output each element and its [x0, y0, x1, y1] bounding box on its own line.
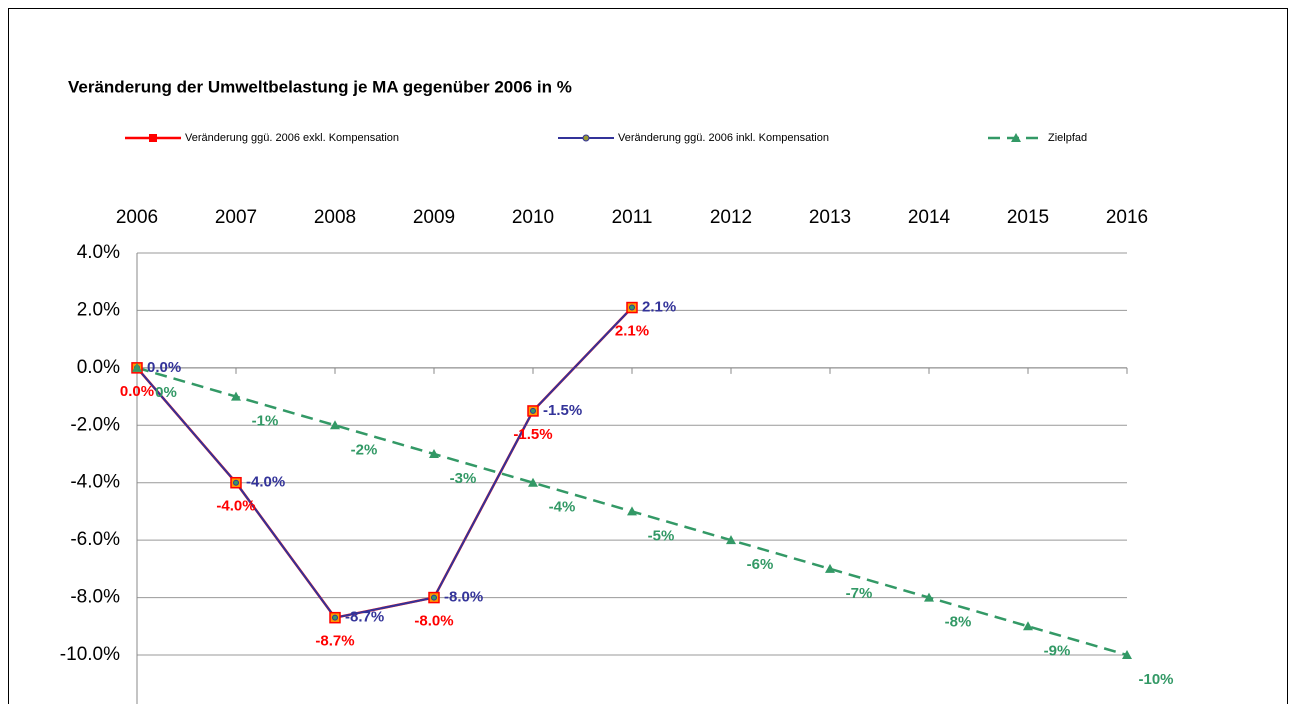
legend-label: Zielpfad: [1048, 132, 1087, 144]
marker: [431, 594, 437, 601]
marker: [332, 614, 338, 621]
data-label: -7%: [846, 585, 873, 602]
chart-title: Veränderung der Umweltbelastung je MA ge…: [68, 77, 572, 96]
x-tick-label: 2011: [612, 207, 653, 228]
data-label: -10%: [1138, 671, 1173, 688]
y-tick-label: -6.0%: [70, 529, 120, 550]
data-label: -8%: [945, 614, 972, 631]
legend-marker: [1011, 133, 1021, 142]
x-tick-label: 2006: [116, 207, 158, 228]
data-label: -8.0%: [444, 589, 483, 606]
marker: [429, 449, 439, 458]
y-tick-label: -2.0%: [70, 414, 120, 435]
data-label: -8.7%: [315, 633, 354, 650]
data-label: -8.0%: [414, 613, 453, 630]
data-label: -4.0%: [216, 498, 255, 515]
x-tick-label: 2010: [512, 207, 554, 228]
data-label: 0.0%: [120, 383, 154, 400]
y-tick-label: 2.0%: [77, 299, 120, 320]
x-tick-label: 2012: [710, 207, 752, 228]
marker: [825, 563, 835, 573]
marker: [924, 592, 934, 602]
data-label: -1.5%: [513, 426, 552, 443]
chart-border: [8, 8, 1288, 704]
x-tick-label: 2009: [413, 207, 455, 228]
data-label: -9%: [1044, 642, 1071, 659]
marker: [231, 391, 241, 401]
y-tick-label: -10.0%: [60, 644, 120, 665]
data-label: -4%: [549, 499, 576, 516]
data-label: -2%: [351, 441, 378, 458]
marker: [233, 479, 239, 486]
marker: [629, 304, 635, 311]
data-label: 0%: [155, 384, 177, 401]
data-label: 2.1%: [642, 299, 676, 316]
marker: [627, 506, 637, 516]
marker: [330, 420, 340, 430]
data-label: -5%: [648, 527, 675, 544]
data-label: 2.1%: [615, 323, 649, 340]
marker: [1122, 650, 1132, 659]
legend-marker: [582, 134, 590, 142]
legend-label: Veränderung ggü. 2006 exkl. Kompensation: [185, 132, 399, 144]
y-tick-label: -4.0%: [70, 472, 120, 493]
marker: [530, 407, 536, 414]
x-tick-label: 2016: [1106, 207, 1148, 228]
data-label: -1.5%: [543, 402, 582, 419]
x-tick-label: 2008: [314, 207, 356, 228]
data-label: 0.0%: [147, 359, 181, 376]
marker: [132, 362, 142, 372]
data-label: -6%: [747, 556, 774, 573]
data-label: -4.0%: [246, 474, 285, 491]
legend-marker: [149, 134, 157, 142]
marker: [1023, 621, 1033, 631]
data-label: -8.7%: [345, 609, 384, 626]
y-tick-label: -8.0%: [70, 587, 120, 608]
marker: [528, 477, 538, 487]
x-tick-label: 2013: [809, 207, 851, 228]
marker: [726, 535, 736, 545]
x-tick-label: 2007: [215, 207, 257, 228]
y-tick-label: 4.0%: [77, 242, 120, 263]
y-tick-label: 0.0%: [77, 357, 120, 378]
series-line: [136, 306, 633, 619]
legend-label: Veränderung ggü. 2006 inkl. Kompensation: [618, 132, 829, 144]
data-label: -3%: [450, 470, 477, 487]
x-tick-label: 2015: [1007, 207, 1049, 228]
x-tick-label: 2014: [908, 207, 951, 228]
data-label: -1%: [252, 413, 279, 430]
